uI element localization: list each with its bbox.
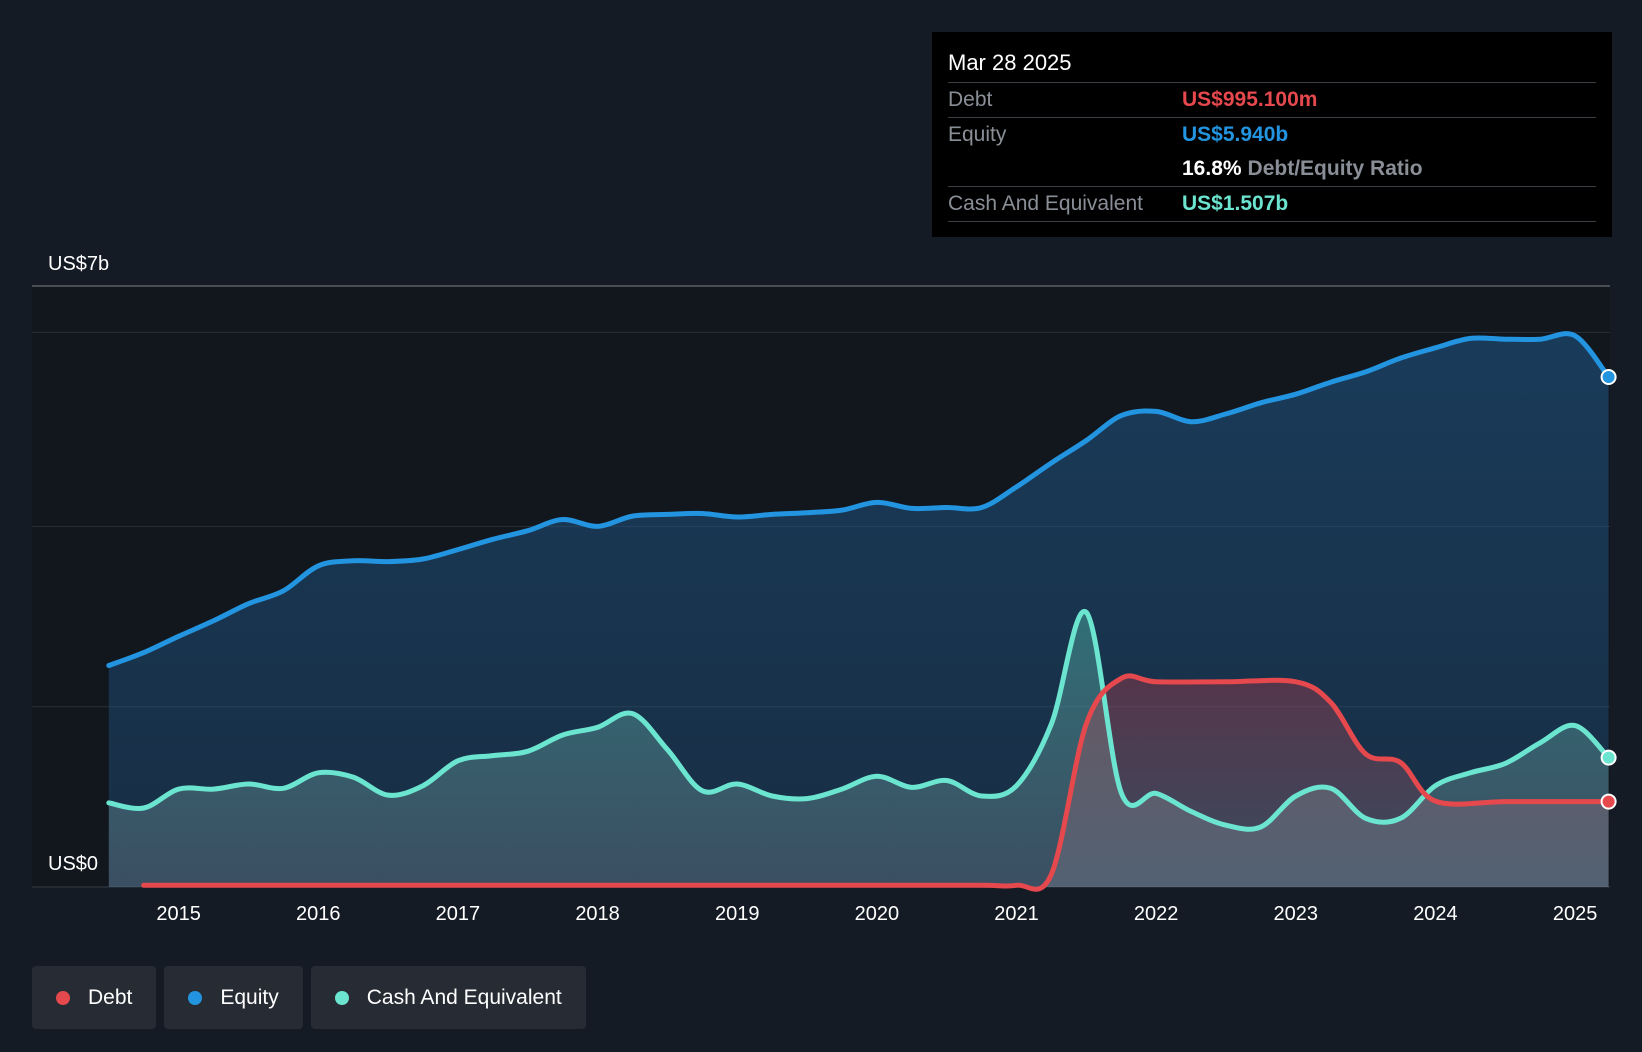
tooltip-debt-row: Debt US$995.100m	[948, 82, 1596, 117]
tooltip-date: Mar 28 2025	[948, 50, 1072, 75]
tooltip-ratio-value: 16.8%	[1182, 157, 1242, 180]
y-tick-label-zero: US$0	[48, 853, 98, 875]
tooltip-cash-row: Cash And Equivalent US$1.507b	[948, 186, 1596, 222]
legend-item-debt[interactable]: Debt	[32, 966, 157, 1029]
x-axis-ticks: 2015 2016 2017 2018 2019 2020 2021 2022 2023 2024…	[156, 903, 1597, 925]
x-tick-label: 2025	[1553, 903, 1598, 925]
legend-equity-label: Equity	[220, 985, 279, 1009]
legend-debt-label: Debt	[88, 985, 133, 1009]
debt-endpoint-marker	[1600, 793, 1617, 810]
series-lines	[106, 331, 1612, 892]
equity-dot-icon	[188, 990, 203, 1005]
tooltip-equity-label: Equity	[948, 123, 1007, 146]
debt-line	[141, 673, 1612, 892]
legend-cash-label: Cash And Equivalent	[366, 985, 562, 1009]
cash-line	[106, 609, 1612, 832]
cash-dot-icon	[334, 990, 349, 1005]
tooltip-cash-label: Cash And Equivalent	[948, 192, 1143, 215]
x-tick-label: 2024	[1413, 903, 1458, 925]
cash-endpoint-marker	[1600, 749, 1617, 766]
hover-tooltip: Mar 28 2025 Debt US$995.100m Equity US$5…	[932, 32, 1612, 237]
tooltip-debt-label: Debt	[948, 88, 993, 111]
tooltip-ratio-label: Debt/Equity Ratio	[1247, 157, 1423, 180]
legend-item-cash[interactable]: Cash And Equivalent	[310, 966, 586, 1029]
tooltip-equity-value: US$5.940b	[1182, 123, 1289, 146]
x-tick-label: 2019	[715, 903, 760, 925]
cash-area	[108, 611, 1609, 887]
x-tick-label: 2016	[296, 903, 341, 925]
x-tick-label: 2018	[575, 903, 620, 925]
y-tick-label-max: US$7b	[48, 253, 109, 275]
debt-dot-icon	[56, 990, 70, 1005]
tooltip-debt-value: US$995.100m	[1182, 88, 1318, 111]
x-tick-label: 2022	[1134, 903, 1179, 925]
legend-item-equity[interactable]: Equity	[164, 966, 303, 1029]
x-tick-label: 2020	[855, 903, 900, 925]
endpoint-markers	[1600, 369, 1617, 810]
debt-area	[143, 675, 1609, 890]
x-tick-label: 2021	[994, 903, 1039, 925]
x-tick-label: 2017	[436, 903, 481, 925]
tooltip-ratio-row: 16.8% Debt/Equity Ratio	[948, 152, 1596, 186]
equity-endpoint-marker	[1600, 369, 1617, 386]
tooltip-cash-value: US$1.507b	[1182, 192, 1289, 215]
series-areas	[108, 333, 1609, 890]
equity-line	[106, 331, 1612, 668]
x-tick-label: 2023	[1274, 903, 1319, 925]
tooltip-equity-row: Equity US$5.940b	[948, 117, 1596, 152]
chart-legend: Debt Equity Cash And Equivalent	[32, 966, 586, 1029]
x-tick-label: 2015	[156, 903, 201, 925]
